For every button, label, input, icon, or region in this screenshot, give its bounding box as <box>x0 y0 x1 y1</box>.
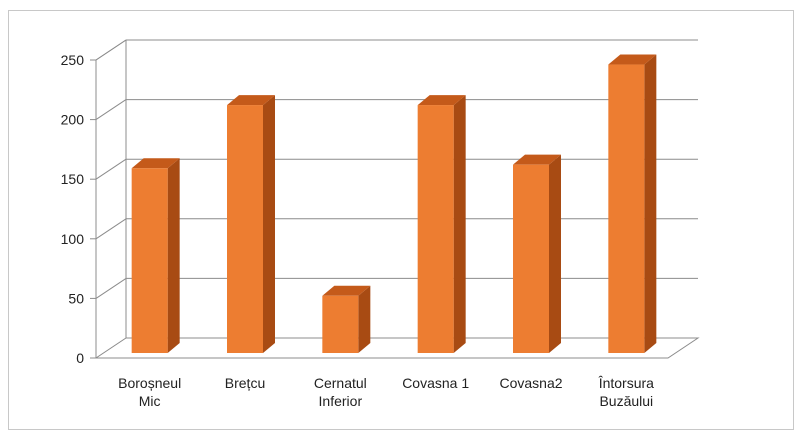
y-tick-label: 150 <box>61 171 85 187</box>
y-tick-label: 0 <box>76 350 84 366</box>
y-tick-label: 200 <box>61 112 85 128</box>
bar-front <box>227 105 263 354</box>
bar-side <box>263 95 275 354</box>
bar-top <box>513 154 561 165</box>
bar <box>608 54 657 353</box>
bar <box>322 285 371 353</box>
bar-top <box>131 158 180 169</box>
bar-front <box>513 164 549 353</box>
y-tick-label: 250 <box>61 52 85 68</box>
bar-front <box>131 168 168 353</box>
bar <box>227 95 275 354</box>
gridline-diagonal <box>95 218 127 240</box>
x-tick-label: Întorsura Buzăului <box>598 375 654 409</box>
y-axis-ticks: 0 50 100 150 200 250 <box>61 52 96 366</box>
bar-top <box>322 285 371 296</box>
bar-side <box>549 154 561 353</box>
x-tick-label: Covasna 1 <box>402 375 469 391</box>
x-axis-labels: Boroșneul Mic Brețcu Cernatul Inferior Covasn… <box>118 375 654 409</box>
bar-top <box>227 95 275 106</box>
bar-side <box>453 95 466 354</box>
chart-walls <box>94 39 700 359</box>
x-tick-label: Cernatul Inferior <box>314 375 367 409</box>
bar <box>513 154 561 353</box>
bar-side <box>644 54 657 353</box>
bar <box>131 158 180 353</box>
gridlines <box>95 39 698 299</box>
bars <box>131 54 657 354</box>
x-tick-label: Brețcu <box>225 375 265 391</box>
gridline-diagonal <box>95 277 127 299</box>
x-tick-label: Boroșneul Mic <box>118 375 181 409</box>
bar-side <box>358 285 371 353</box>
chart-floor <box>94 337 700 359</box>
bar-top <box>608 54 657 65</box>
gridline-diagonal <box>95 39 127 61</box>
gridline-diagonal <box>95 158 127 180</box>
x-tick-label: Covasna2 <box>499 375 562 391</box>
y-tick-label: 100 <box>61 231 85 247</box>
bar-front <box>608 64 645 353</box>
bar-front <box>417 105 454 354</box>
bar <box>417 95 466 354</box>
bar-side <box>167 158 180 353</box>
y-tick-label: 50 <box>68 290 84 306</box>
bar-front <box>322 295 359 353</box>
bar-top <box>417 95 466 106</box>
gridline-diagonal <box>95 99 127 121</box>
